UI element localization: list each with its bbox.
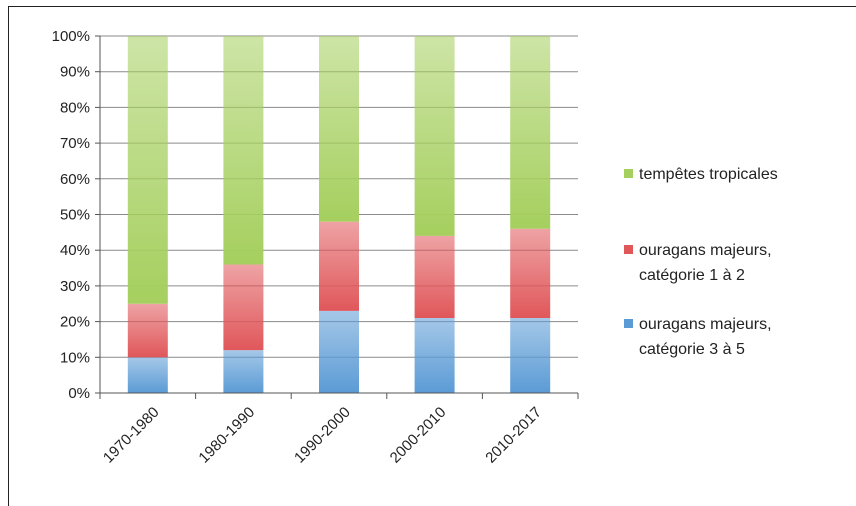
legend-label: catégorie 3 à 5: [639, 341, 745, 358]
bars: [127, 36, 551, 393]
bar-segment: [510, 36, 551, 229]
legend: tempêtes tropicales ouragans majeurs, caté…: [624, 166, 778, 358]
bar-segment: [223, 350, 264, 393]
legend-label: ouragans majeurs,: [639, 242, 772, 259]
bar-segment: [414, 318, 455, 393]
y-tick-label: 20%: [60, 314, 90, 331]
bar-segment: [414, 235, 455, 319]
legend-swatch: [624, 319, 633, 328]
bar-segment: [510, 318, 551, 393]
bar-segment: [127, 36, 168, 304]
y-tick-label: 90%: [60, 64, 90, 81]
legend-swatch: [624, 169, 633, 178]
x-tick-label: 1980-1990: [195, 404, 258, 467]
y-tick-label: 70%: [60, 135, 90, 152]
legend-swatch: [624, 245, 633, 254]
bar-segment: [127, 357, 168, 393]
y-tick-label: 60%: [60, 171, 90, 188]
y-tick-label: 30%: [60, 278, 90, 295]
bar-segment: [319, 221, 359, 311]
bar-segment: [319, 310, 359, 393]
bar-segment: [223, 264, 264, 351]
y-tick-label: 50%: [60, 207, 90, 224]
legend-label: ouragans majeurs,: [639, 316, 772, 333]
y-tick-label: 40%: [60, 242, 90, 259]
bar-segment: [223, 36, 264, 265]
x-tick-label: 2010-2017: [482, 404, 545, 467]
y-tick-label: 100%: [52, 28, 90, 45]
chart-frame: [8, 6, 856, 506]
x-tick-label: 2000-2010: [387, 404, 450, 467]
x-tick-label: 1990-2000: [291, 404, 354, 467]
bar-segment: [414, 36, 455, 236]
legend-label: tempêtes tropicales: [639, 166, 778, 183]
bar-segment: [127, 303, 168, 358]
bar-segment: [319, 36, 359, 222]
y-tick-label: 10%: [60, 349, 90, 366]
bar-segment: [510, 228, 551, 319]
y-tick-label: 0%: [68, 385, 90, 402]
y-tick-label: 80%: [60, 99, 90, 116]
x-tick-label: 1970-1980: [100, 404, 163, 467]
legend-label: catégorie 1 à 2: [639, 267, 745, 284]
